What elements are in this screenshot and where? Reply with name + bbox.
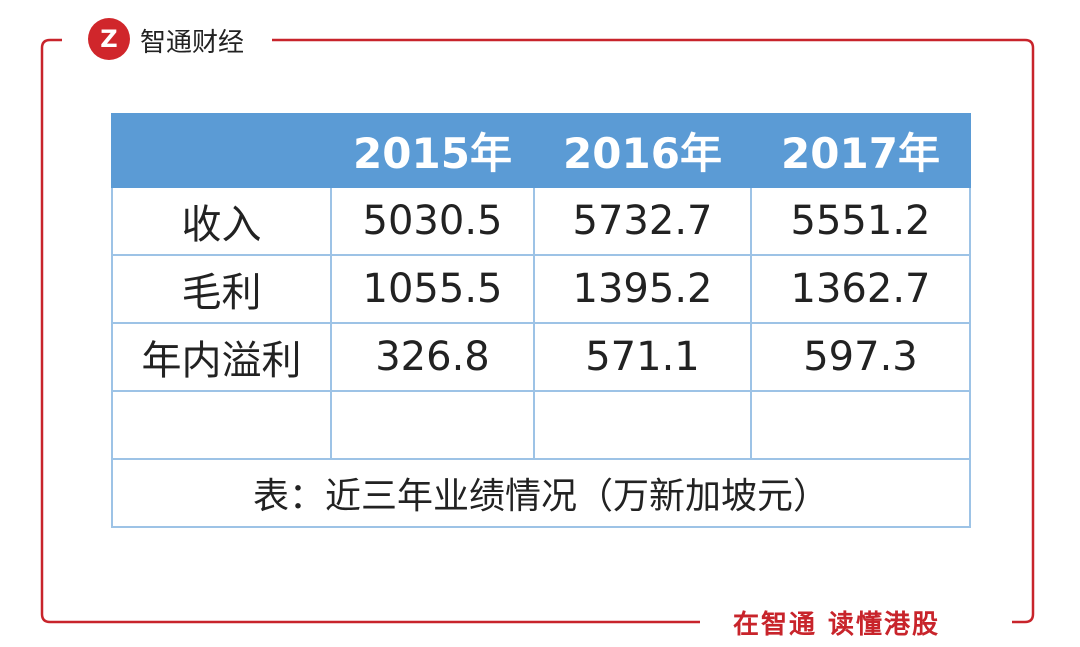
- row-label: 毛利: [111, 254, 332, 324]
- cell: 1362.7: [750, 254, 971, 324]
- caption: 表：近三年业绩情况（万新加坡元）: [111, 458, 971, 528]
- cell: [533, 390, 752, 460]
- logo: Z: [88, 18, 130, 60]
- empty-row: [111, 390, 971, 460]
- data-row: 毛利 1055.5 1395.2 1362.7: [111, 254, 971, 324]
- cell: 597.3: [750, 322, 971, 392]
- cell: 1395.2: [533, 254, 752, 324]
- cell: 326.8: [330, 322, 535, 392]
- slogan: 在智通 读懂港股: [733, 610, 941, 640]
- frame-right: [272, 38, 1035, 624]
- caption-row: 表：近三年业绩情况（万新加坡元）: [111, 458, 971, 528]
- row-label: 年内溢利: [111, 322, 332, 392]
- cell: 1055.5: [330, 254, 535, 324]
- column-header: 2017年: [750, 113, 971, 188]
- frame-left: [40, 38, 700, 624]
- table: 2015年 2016年 2017年 收入 5030.5 5732.7 5551.2 毛利…: [111, 113, 971, 528]
- corner-cell: [111, 113, 332, 188]
- brand: 智通财经: [140, 28, 245, 58]
- cell: 5030.5: [330, 186, 535, 256]
- data-row: 收入 5030.5 5732.7 5551.2: [111, 186, 971, 256]
- data-row: 年内溢利 326.8 571.1 597.3: [111, 322, 971, 392]
- cell: 5732.7: [533, 186, 752, 256]
- column-header: 2016年: [533, 113, 752, 188]
- column-header: 2015年: [330, 113, 535, 188]
- cell: [330, 390, 535, 460]
- cell: [111, 390, 332, 460]
- row-label: 收入: [111, 186, 332, 256]
- cell: 571.1: [533, 322, 752, 392]
- cell: [750, 390, 971, 460]
- header-row: 2015年 2016年 2017年: [111, 113, 971, 188]
- cell: 5551.2: [750, 186, 971, 256]
